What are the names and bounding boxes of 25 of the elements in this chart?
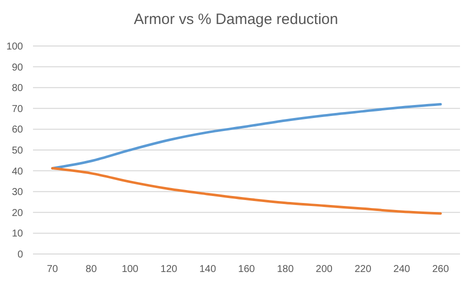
x-tick-label: 100 xyxy=(122,264,139,275)
line-series xyxy=(51,102,442,170)
y-tick-label: 30 xyxy=(12,187,24,198)
y-tick-label: 10 xyxy=(12,228,24,240)
y-tick-label: 20 xyxy=(12,208,24,219)
y-tick-label: 90 xyxy=(12,62,24,74)
y-tick-label: 0 xyxy=(17,250,24,260)
chart-title: Armor vs % Damage reduction xyxy=(134,11,338,28)
x-tick-label: 120 xyxy=(160,264,178,275)
y-tick-label: 80 xyxy=(12,83,24,94)
x-tick-label: 80 xyxy=(86,264,98,275)
y-tick-label: 70 xyxy=(12,104,24,115)
x-tick-label: 70 xyxy=(46,264,58,275)
y-tick-label: 60 xyxy=(12,124,24,136)
x-tick-label: 160 xyxy=(238,264,256,275)
y-tick-label: 50 xyxy=(12,146,24,156)
x-tick-label: 260 xyxy=(432,264,450,275)
x-tick-label: 220 xyxy=(354,264,372,275)
y-tick-label: 40 xyxy=(12,166,24,178)
x-tick-label: 200 xyxy=(316,264,333,275)
line-series xyxy=(51,167,442,215)
x-tick-label: 140 xyxy=(199,264,216,275)
x-tick-label: 240 xyxy=(393,264,411,275)
y-tick-label: 100 xyxy=(6,42,24,52)
x-tick-label: 180 xyxy=(276,264,294,275)
